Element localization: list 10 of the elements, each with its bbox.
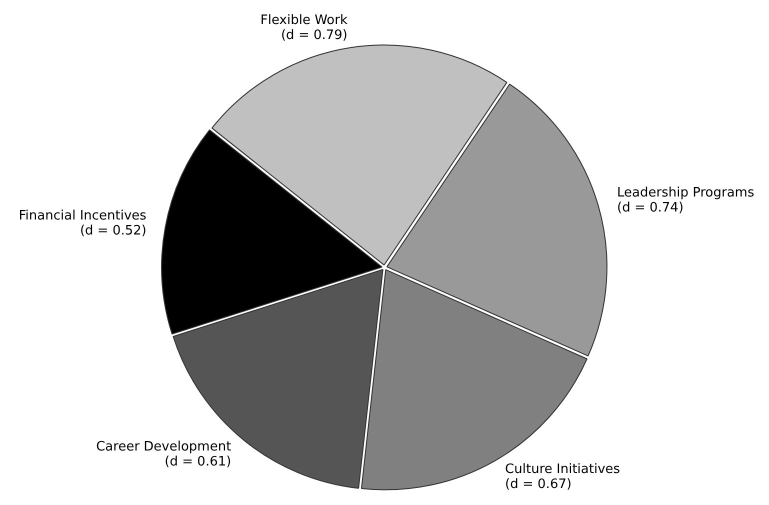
slice-label: Leadership Programs [617,185,754,200]
data-label: (d = 0.67) [505,477,572,492]
slice-label: Career Development [96,440,232,455]
data-label: (d = 0.74) [617,200,684,216]
data-label: (d = 0.79) [280,28,348,44]
slice-label: Culture Initiatives [505,462,620,478]
data-label: (d = 0.52) [80,224,146,239]
slice-label: Financial Incentives [18,208,147,224]
slice-label: Flexible Work [260,13,348,28]
data-label: (d = 0.61) [164,454,232,470]
